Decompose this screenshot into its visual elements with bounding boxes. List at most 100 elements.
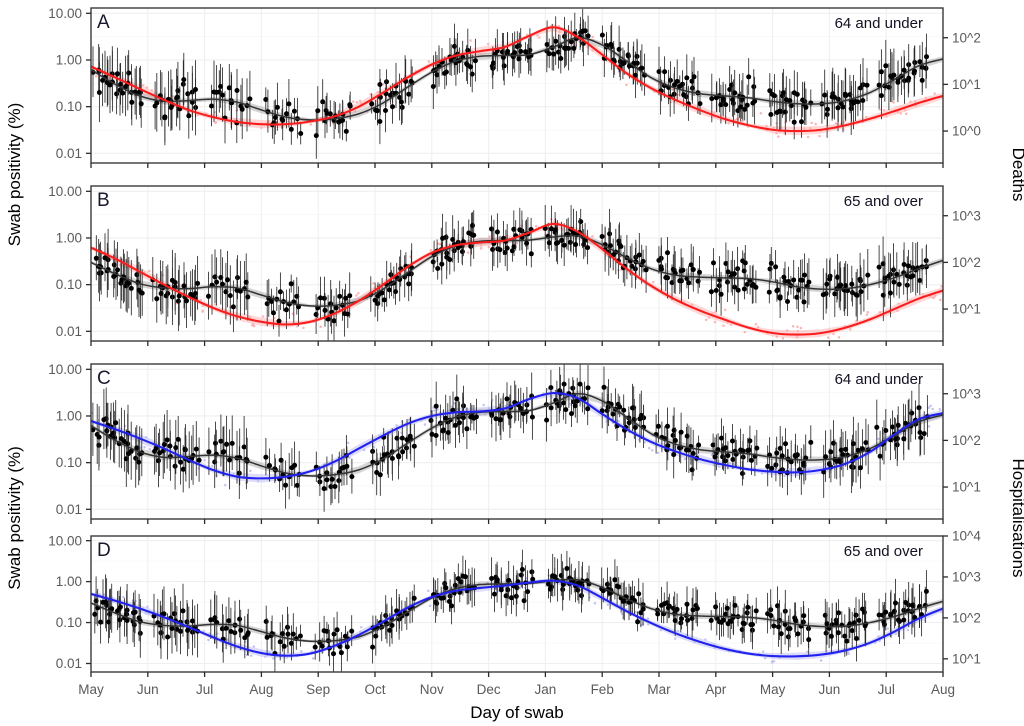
data-point [860, 446, 865, 452]
data-point [283, 307, 289, 313]
panel-annotation: 64 and under [835, 15, 923, 32]
data-point [370, 644, 376, 650]
data-point [238, 627, 244, 633]
data-point [386, 287, 392, 293]
secondary-observation-dot [453, 402, 456, 405]
secondary-observation-dot [129, 613, 132, 617]
data-point [670, 432, 676, 438]
data-point [277, 289, 283, 295]
data-point [312, 644, 318, 650]
secondary-observation-dot [423, 423, 427, 426]
data-point [454, 396, 460, 402]
secondary-observation-dot [577, 394, 580, 397]
data-point [494, 229, 500, 235]
secondary-observation-dot [497, 236, 501, 240]
data-point [666, 603, 672, 609]
data-point [372, 297, 378, 303]
data-point [228, 629, 234, 634]
y-axis-tick-label-right: 10^1 [952, 480, 981, 495]
secondary-observation-dot [376, 90, 379, 94]
data-point [460, 415, 466, 421]
data-point [264, 634, 270, 640]
data-point [552, 574, 558, 579]
secondary-observation-dot [796, 329, 800, 333]
secondary-observation-dot [781, 337, 785, 340]
secondary-observation-dot [249, 654, 253, 657]
data-point [672, 82, 677, 88]
panel-frame [90, 363, 944, 520]
secondary-observation-dot [147, 612, 151, 616]
data-point [876, 612, 882, 618]
data-point [723, 445, 729, 451]
data-point [566, 45, 572, 51]
secondary-observation-dot [593, 602, 597, 605]
x-axis-tick-label: Jun [137, 682, 159, 697]
data-point [625, 53, 631, 59]
data-point [711, 260, 716, 266]
data-point [600, 588, 606, 594]
data-point [190, 618, 195, 624]
secondary-observation-dot [727, 122, 730, 125]
data-point [434, 72, 440, 78]
swab-positivity-fit-line [91, 234, 943, 307]
data-point [377, 82, 383, 87]
x-axis-tick-label: Aug [249, 682, 273, 697]
data-point [910, 602, 916, 608]
secondary-observation-dot [617, 419, 620, 423]
data-point [578, 219, 584, 225]
data-point [174, 94, 180, 100]
secondary-observation-dot [673, 637, 677, 640]
secondary-observation-dot [483, 413, 487, 416]
data-point [390, 104, 395, 110]
data-point [468, 64, 474, 70]
data-point [850, 441, 856, 447]
y-axis-tick-label-left: 0.01 [56, 502, 82, 517]
secondary-observation-dot [438, 243, 442, 246]
data-point [793, 617, 798, 623]
data-point [612, 577, 618, 583]
secondary-observation-dot [558, 30, 561, 34]
secondary-observation-dot [885, 115, 888, 118]
data-point [572, 403, 578, 409]
data-point [161, 442, 167, 447]
data-point [751, 84, 757, 90]
data-point [708, 618, 714, 623]
secondary-observation-dot [690, 303, 694, 307]
data-point [347, 293, 353, 299]
data-point [901, 262, 907, 267]
data-point [98, 619, 104, 625]
secondary-observation-dot [659, 628, 663, 632]
data-point [175, 88, 181, 94]
data-point [862, 623, 868, 629]
data-point [463, 574, 468, 580]
data-point [694, 606, 700, 612]
secondary-observation-dot [896, 110, 900, 114]
secondary-observation-dot [203, 458, 206, 462]
data-point [794, 91, 800, 97]
y-axis-tick-label-left: 0.01 [56, 656, 82, 671]
secondary-observation-dot [646, 617, 650, 620]
data-point [835, 630, 841, 636]
data-point [803, 104, 809, 110]
data-point [263, 619, 269, 624]
data-point [901, 436, 907, 442]
data-point [874, 424, 880, 430]
data-point [114, 71, 120, 77]
data-point [237, 616, 243, 622]
data-point [669, 280, 675, 286]
data-point [891, 72, 897, 78]
data-point [383, 108, 388, 113]
data-point [837, 459, 843, 465]
data-point [471, 232, 477, 238]
data-point [742, 106, 748, 112]
data-point [636, 252, 642, 258]
data-point [399, 104, 405, 110]
data-point [506, 577, 512, 583]
data-point [493, 416, 499, 422]
data-point [525, 589, 531, 595]
data-point [294, 293, 300, 299]
data-point [924, 54, 929, 60]
data-point [509, 595, 514, 601]
data-point [502, 250, 508, 255]
secondary-observation-dot [939, 298, 942, 302]
